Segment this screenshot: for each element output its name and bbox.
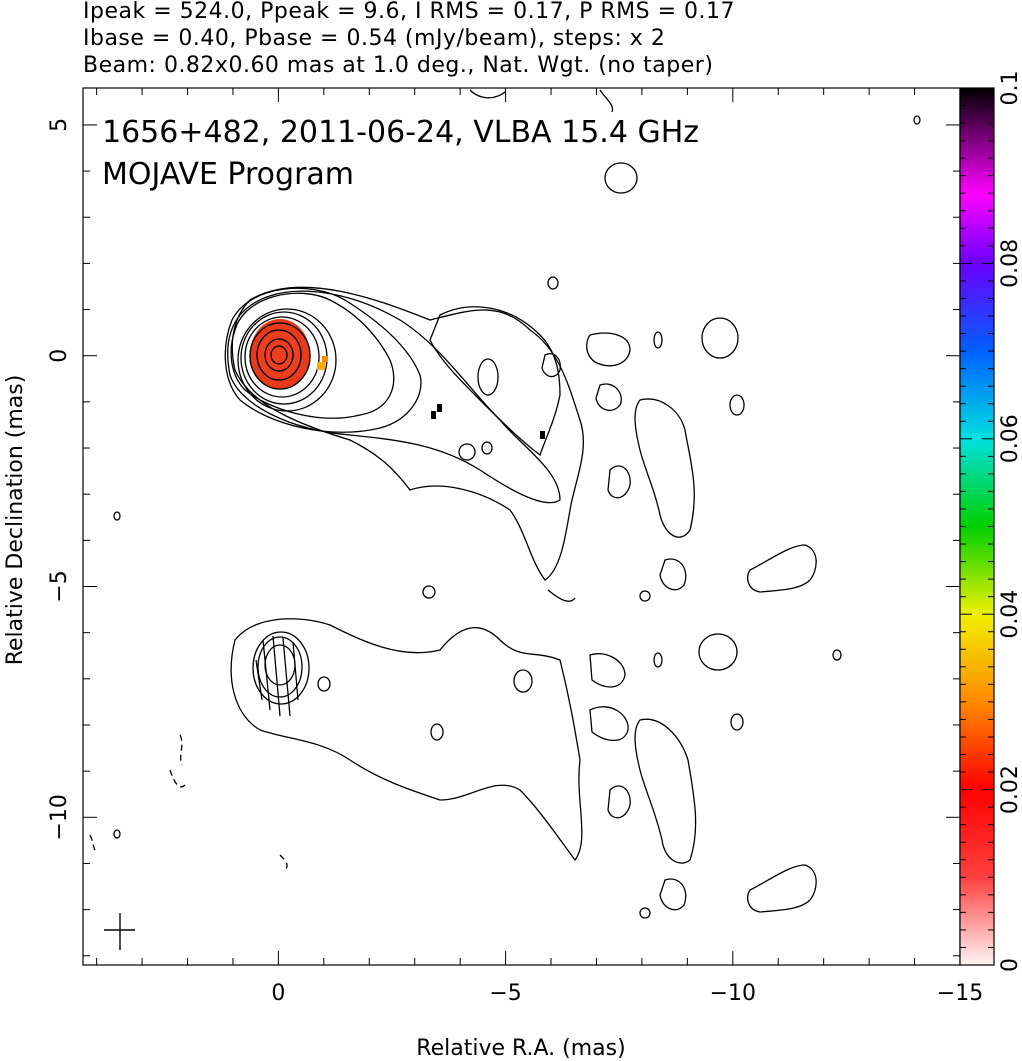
y-tick-label: −10	[47, 794, 72, 840]
y-axis-tick-labels: 5 0 −5 −10	[47, 118, 72, 841]
y-axis-title: Relative Declination (mas)	[3, 375, 28, 666]
polarization-vectors	[255, 635, 299, 717]
header-stats-line-1: Ipeak = 524.0, Ppeak = 9.6, I RMS = 0.17…	[83, 0, 735, 24]
x-tick-label: −5	[489, 981, 521, 1006]
program-annotation: MOJAVE Program	[102, 157, 354, 192]
x-tick-label: 0	[271, 981, 285, 1006]
x-axis-ticks	[96, 88, 961, 965]
x-axis-tick-labels: 0 −5 −10 −15	[271, 981, 983, 1006]
polarization-contours	[89, 618, 842, 919]
plot-frame	[82, 87, 961, 966]
header-beam-line: Beam: 0.82x0.60 mas at 1.0 deg., Nat. Wg…	[83, 53, 714, 78]
y-tick-label: 0	[47, 349, 72, 363]
colorbar-tick-label: 0.06	[998, 414, 1022, 463]
colorbar-tick-label: 0.1	[998, 71, 1022, 106]
beam-cross	[104, 913, 135, 950]
colorbar-tick-label: 0.08	[998, 239, 1022, 288]
x-tick-label: −15	[937, 981, 983, 1006]
colorbar-ticks	[960, 87, 994, 966]
colorbar-tick-label: 0.04	[998, 590, 1022, 639]
colorbar-tick-label: 0	[998, 958, 1022, 972]
core-contours-overlay	[249, 322, 311, 390]
colorbar-tick-labels: 0 0.02 0.04 0.06 0.08 0.1	[998, 71, 1022, 973]
header-stats-line-2: Ibase = 0.40, Pbase = 0.54 (mJy/beam), s…	[83, 26, 666, 51]
colorbar-tick-label: 0.02	[998, 765, 1022, 814]
y-tick-label: −5	[47, 570, 72, 602]
source-annotation: 1656+482, 2011-06-24, VLBA 15.4 GHz	[102, 115, 699, 150]
x-tick-label: −10	[710, 981, 756, 1006]
y-axis-ticks	[83, 124, 960, 957]
y-tick-label: 5	[47, 118, 72, 132]
x-axis-title: Relative R.A. (mas)	[416, 1036, 625, 1061]
